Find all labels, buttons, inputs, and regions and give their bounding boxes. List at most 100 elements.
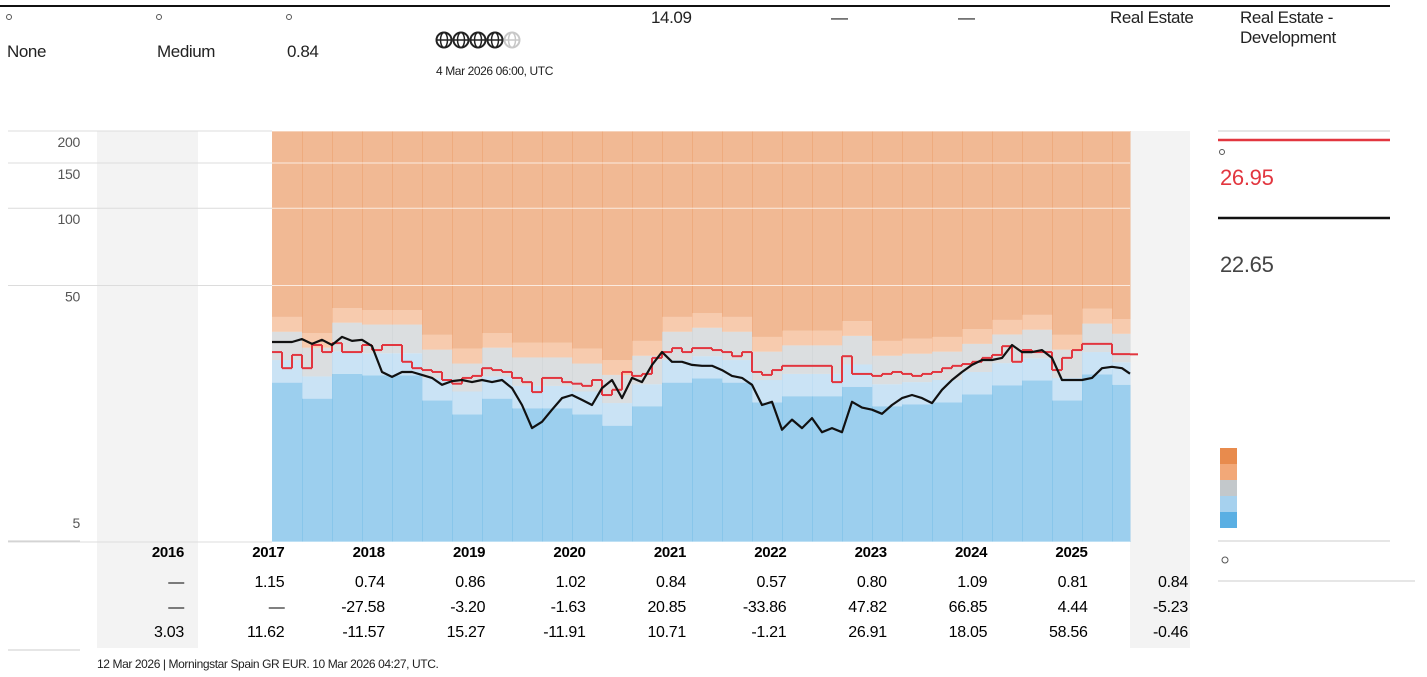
valuation-band — [752, 402, 783, 542]
valuation-band — [722, 316, 753, 332]
table-cell: -1.63 — [551, 599, 586, 616]
valuation-band — [692, 131, 723, 314]
valuation-band — [812, 131, 843, 331]
valuation-band — [332, 373, 363, 542]
valuation-band — [1082, 131, 1113, 309]
valuation-band — [782, 131, 813, 331]
valuation-band — [752, 380, 783, 403]
year-header: 2017 — [252, 544, 284, 561]
valuation-band — [452, 414, 483, 542]
valuation-band — [1052, 377, 1083, 401]
year-header: 2023 — [855, 544, 887, 561]
valuation-band — [932, 402, 963, 542]
valuation-band — [962, 394, 993, 542]
valuation-band — [392, 310, 423, 325]
valuation-band — [752, 336, 783, 352]
table-cell: 47.82 — [848, 599, 887, 616]
valuation-band — [272, 131, 303, 317]
table-cell: 20.85 — [647, 599, 686, 616]
valuation-band — [332, 322, 363, 352]
valuation-band — [392, 375, 423, 542]
valuation-band — [362, 353, 393, 376]
valuation-band — [272, 360, 303, 383]
year-header: 2019 — [453, 544, 485, 561]
valuation-band — [1082, 374, 1113, 542]
valuation-band — [692, 313, 723, 328]
valuation-band — [872, 406, 903, 542]
table-cell: 1.02 — [556, 574, 586, 591]
rating-date: 4 Mar 2026 06:00, UTC — [436, 64, 553, 78]
valuation-band — [632, 131, 663, 341]
valuation-band — [422, 400, 453, 542]
shade-column — [1130, 131, 1190, 648]
valuation-band — [572, 414, 603, 542]
valuation-band — [1082, 308, 1113, 324]
table-cell: 4.44 — [1058, 599, 1088, 616]
valuation-band — [872, 355, 903, 385]
valuation-band — [812, 373, 843, 397]
valuation-band — [812, 396, 843, 542]
valuation-band — [692, 356, 723, 379]
valuation-band — [992, 131, 1023, 320]
valuation-band — [392, 324, 423, 354]
valuation-band — [872, 340, 903, 356]
valuation-band — [602, 403, 633, 426]
table-cell: 66.85 — [949, 599, 988, 616]
valuation-band — [1052, 400, 1083, 542]
valuation-band — [662, 331, 693, 361]
valuation-band — [1022, 380, 1053, 542]
valuation-band — [362, 375, 393, 542]
valuation-band — [332, 131, 363, 309]
valuation-band — [422, 334, 453, 350]
valuation-band — [662, 360, 693, 383]
valuation-band — [902, 404, 933, 542]
valuation-band — [782, 345, 813, 374]
table-cell: -5.23 — [1153, 599, 1188, 616]
info-icon — [1219, 149, 1225, 155]
valuation-band — [302, 398, 333, 542]
valuation-band — [812, 330, 843, 346]
valuation-band — [572, 131, 603, 349]
valuation-band — [962, 371, 993, 395]
valuation-band — [392, 131, 423, 311]
valuation-band — [1112, 319, 1131, 334]
valuation-band — [662, 316, 693, 332]
table-cell: 0.84 — [656, 574, 686, 591]
valuation-band — [782, 396, 813, 542]
table-cell: 0.84 — [1158, 574, 1188, 591]
valuation-band — [542, 342, 573, 358]
table-cell: 26.91 — [848, 624, 887, 641]
valuation-band — [902, 131, 933, 339]
valuation-band — [1112, 333, 1131, 363]
table-cell: 18.05 — [949, 624, 988, 641]
year-header: 2018 — [353, 544, 385, 561]
info-icon — [6, 14, 12, 20]
table-cell: 58.56 — [1049, 624, 1088, 641]
valuation-band — [1112, 131, 1131, 320]
y-tick-label: 150 — [58, 166, 81, 182]
valuation-band — [272, 316, 303, 332]
valuation-band — [302, 376, 333, 399]
y-tick-label: 100 — [58, 211, 81, 227]
valuation-band — [1022, 131, 1053, 315]
dash: — — [831, 8, 848, 27]
industry: Real Estate - Development — [1240, 8, 1336, 47]
valuation-band — [902, 338, 933, 354]
year-header: 2022 — [754, 544, 786, 561]
valuation-band — [692, 327, 723, 357]
table-cell: 0.74 — [355, 574, 385, 591]
table-cell: 3.03 — [154, 624, 184, 641]
valuation-band — [842, 321, 873, 336]
table-cell: 0.81 — [1058, 574, 1088, 591]
valuation-band — [632, 406, 663, 542]
valuation-band — [632, 384, 663, 407]
beta: 0.84 — [287, 42, 319, 61]
dash: — — [958, 8, 975, 27]
valuation-band — [722, 360, 753, 383]
price: 14.09 — [651, 8, 692, 27]
valuation-band — [662, 131, 693, 317]
valuation-band — [512, 342, 543, 358]
year-header: 2021 — [654, 544, 686, 561]
table-cell: — — [168, 599, 184, 616]
